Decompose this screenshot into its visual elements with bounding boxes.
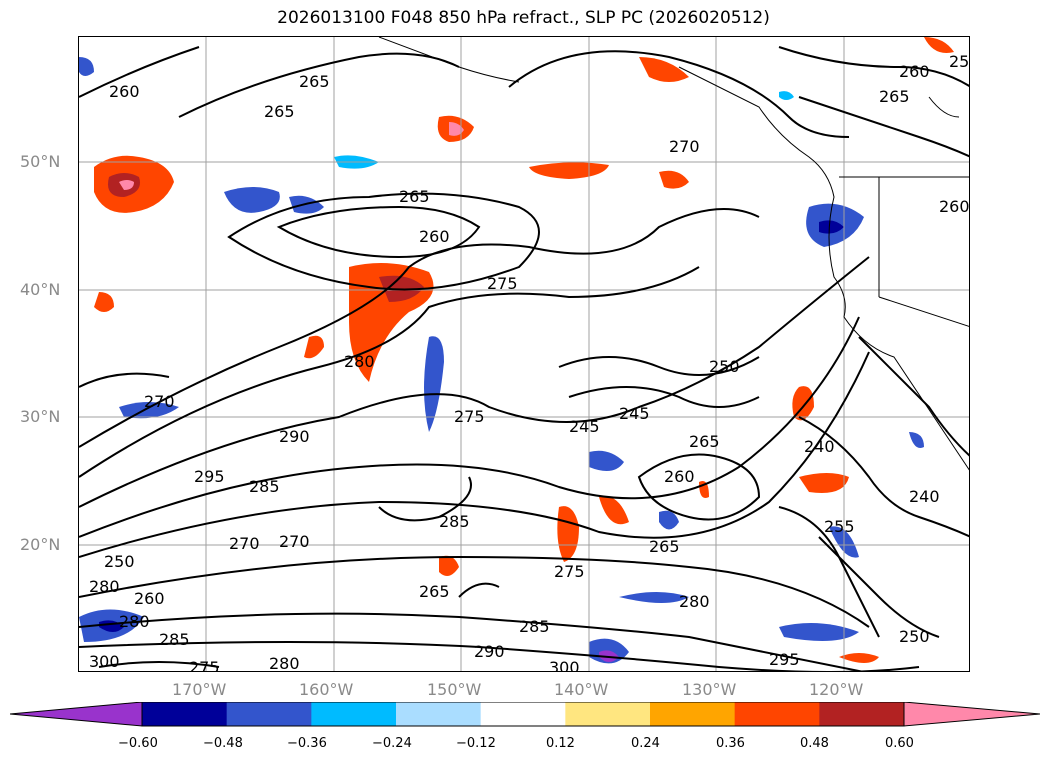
contour-label: 290 (279, 427, 310, 446)
lon-label-150w: 150°W (427, 680, 482, 699)
contour-label: 285 (439, 512, 470, 531)
contour-label: 260 (109, 82, 140, 101)
contour-label: 260 (664, 467, 695, 486)
lat-label-20n: 20°N (20, 535, 61, 554)
contour-label: 270 (279, 532, 310, 551)
contour-label: 260 (419, 227, 450, 246)
lon-label-120w: 120°W (809, 680, 864, 699)
colorbar-swatch (311, 702, 397, 726)
colorbar-tick: −0.12 (456, 736, 496, 751)
contour-label: 265 (299, 72, 330, 91)
contour-label: 280 (269, 654, 300, 672)
slp-contours (79, 46, 969, 671)
colorbar-swatch (480, 702, 566, 726)
contour-label: 275 (487, 274, 518, 293)
contour-label: 265 (689, 432, 720, 451)
contour-label: 280 (89, 577, 120, 596)
contour-label: 265 (399, 187, 430, 206)
colorbar-tick: 0.36 (716, 736, 745, 751)
colorbar-swatch (734, 702, 820, 726)
contour-label: 295 (769, 650, 800, 669)
contour-labels: 260 265 265 260 255 260 265 270 265 260 … (89, 52, 970, 672)
lat-label-30n: 30°N (20, 407, 61, 426)
contour-label: 290 (474, 642, 505, 661)
contour-label: 280 (119, 612, 150, 631)
lon-label-130w: 130°W (682, 680, 737, 699)
contour-label: 255 (824, 517, 855, 536)
lon-label-160w: 160°W (299, 680, 354, 699)
colorbar-swatch (650, 702, 736, 726)
contour-label: 240 (804, 437, 835, 456)
map-panel: 260 265 265 260 255 260 265 270 265 260 … (78, 36, 970, 672)
contour-label: 245 (569, 417, 600, 436)
contour-label: 260 (899, 62, 930, 81)
colorbar-tick: 0.48 (800, 736, 829, 751)
contour-label: 285 (249, 477, 280, 496)
lat-label-50n: 50°N (20, 152, 61, 171)
lon-label-170w: 170°W (172, 680, 227, 699)
colorbar-swatch (226, 702, 312, 726)
contour-label: 265 (419, 582, 450, 601)
contour-label: 280 (344, 352, 375, 371)
contour-label: 285 (519, 617, 550, 636)
contour-label: 275 (454, 407, 485, 426)
contour-label: 270 (144, 392, 175, 411)
chart-title: 2026013100 F048 850 hPa refract., SLP PC… (277, 8, 770, 28)
contour-label: 250 (104, 552, 135, 571)
colorbar-extend-min (10, 702, 142, 726)
colorbar-tick: 0.24 (631, 736, 660, 751)
lon-label-140w: 140°W (554, 680, 609, 699)
contour-label: 255 (949, 52, 970, 71)
colorbar-tick: −0.48 (203, 736, 243, 751)
contour-label: 250 (899, 627, 930, 646)
colorbar-swatch (819, 702, 905, 726)
contour-label: 265 (879, 87, 910, 106)
contour-label: 245 (619, 404, 650, 423)
lat-label-40n: 40°N (20, 280, 61, 299)
contour-label: 240 (909, 487, 940, 506)
contour-label: 265 (264, 102, 295, 121)
map-svg: 260 265 265 260 255 260 265 270 265 260 … (79, 37, 970, 672)
contour-label: 280 (679, 592, 710, 611)
contour-label: 275 (189, 658, 220, 672)
contour-label: 295 (194, 467, 225, 486)
contour-label: 285 (159, 630, 190, 649)
contour-label: 270 (229, 534, 260, 553)
contour-label: 260 (939, 197, 970, 216)
colorbar-swatches (10, 702, 1040, 726)
colorbar (10, 702, 1040, 727)
contour-label: 260 (134, 589, 165, 608)
contour-label: 250 (709, 357, 740, 376)
contour-label: 275 (554, 562, 585, 581)
colorbar-tick: −0.60 (118, 736, 158, 751)
contour-label: 300 (549, 658, 580, 672)
contour-label: 300 (89, 652, 120, 671)
graticule (79, 37, 969, 671)
colorbar-tick: 0.12 (546, 736, 575, 751)
colorbar-swatch (396, 702, 482, 726)
colorbar-tick: −0.24 (372, 736, 412, 751)
shaded-anomalies (79, 37, 954, 664)
colorbar-extend-max (904, 702, 1040, 726)
colorbar-tick: 0.60 (885, 736, 914, 751)
colorbar-swatch (565, 702, 651, 726)
contour-label: 265 (649, 537, 680, 556)
colorbar-swatch (142, 702, 228, 726)
contour-label: 270 (669, 137, 700, 156)
colorbar-tick: −0.36 (287, 736, 327, 751)
